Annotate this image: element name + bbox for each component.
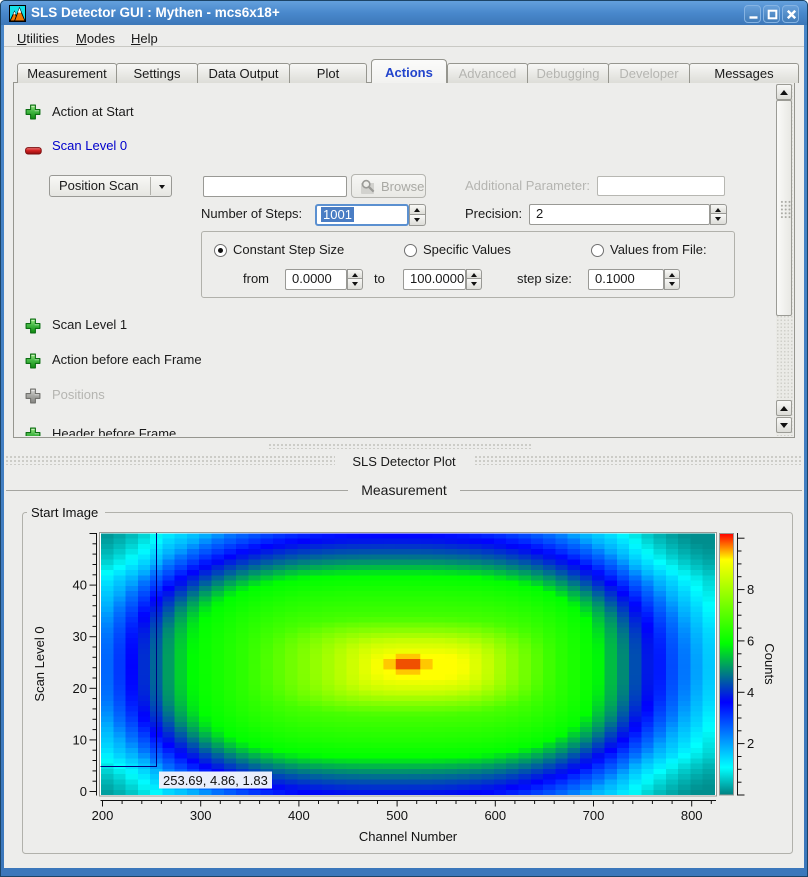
svg-text:Channel Number: Channel Number <box>359 829 458 844</box>
svg-text:0: 0 <box>80 784 87 799</box>
svg-text:600: 600 <box>484 808 506 823</box>
svg-text:2: 2 <box>747 736 754 751</box>
svg-text:8: 8 <box>747 582 754 597</box>
svg-text:20: 20 <box>73 681 87 696</box>
svg-text:Scan Level 0: Scan Level 0 <box>32 626 47 701</box>
svg-text:700: 700 <box>583 808 605 823</box>
svg-text:Counts: Counts <box>762 643 777 685</box>
svg-text:6: 6 <box>747 633 754 648</box>
svg-text:800: 800 <box>681 808 703 823</box>
svg-text:500: 500 <box>386 808 408 823</box>
svg-text:10: 10 <box>73 732 87 747</box>
svg-text:300: 300 <box>190 808 212 823</box>
svg-text:4: 4 <box>747 685 754 700</box>
svg-text:200: 200 <box>92 808 114 823</box>
svg-text:30: 30 <box>73 629 87 644</box>
svg-text:253.69, 4.86, 1.83: 253.69, 4.86, 1.83 <box>163 773 268 788</box>
svg-text:40: 40 <box>73 578 87 593</box>
svg-text:400: 400 <box>288 808 310 823</box>
svg-text:Start Image: Start Image <box>31 505 98 520</box>
